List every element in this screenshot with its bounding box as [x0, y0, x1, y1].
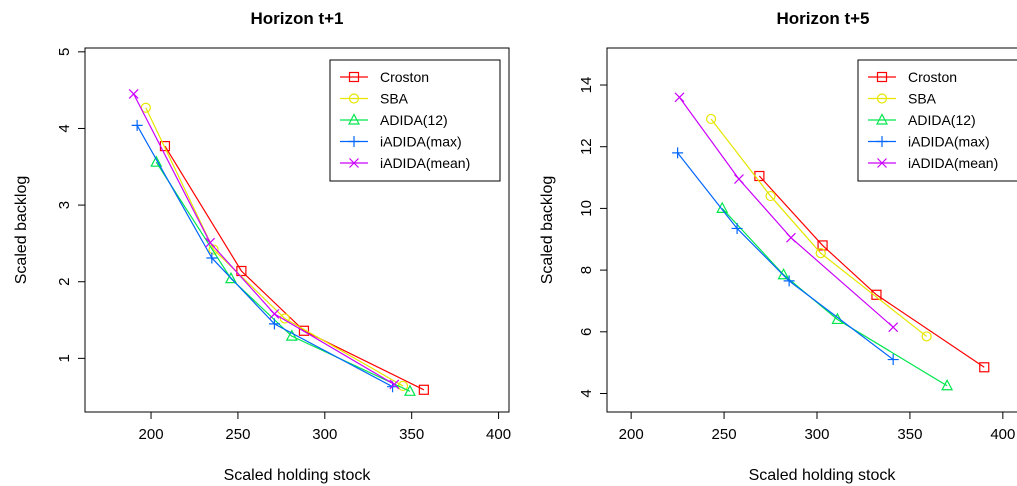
legend: Croston SBA ADIDA(12) iADIDA(max) iADIDA(mea…: [330, 60, 500, 181]
chart-panel-horizon-t1: Horizon t+1 200 250 300 350 400 1 2 3 4 5 Scaled ho…: [13, 9, 511, 484]
y-tick-label: 4: [578, 389, 595, 397]
x-tick-label: 200: [139, 426, 164, 443]
legend: Croston SBA ADIDA(12) iADIDA(max) iADIDA(mea…: [858, 60, 1017, 181]
y-tick-label: 6: [578, 328, 595, 336]
y-tick-label: 5: [56, 48, 73, 56]
data-point: [786, 233, 795, 242]
series-line: [678, 153, 894, 360]
data-point: [132, 120, 143, 131]
legend-label: iADIDA(max): [380, 134, 462, 150]
x-tick-label: 200: [619, 426, 644, 443]
x-tick-label: 350: [399, 426, 424, 443]
chart-panel-horizon-t5: Horizon t+5 200 250 300 350 400 4 6 8 10 12 14 Scale…: [539, 9, 1017, 484]
y-tick-label: 10: [578, 200, 595, 217]
x-tick-label: 400: [990, 426, 1015, 443]
legend-label: iADIDA(mean): [908, 155, 998, 171]
series-adida-12-: [717, 203, 952, 390]
series-adida-12-: [151, 157, 415, 396]
y-axis-label: Scaled backlog: [13, 176, 30, 285]
data-point: [734, 175, 743, 184]
x-tick-label: 300: [804, 426, 829, 443]
data-point: [270, 309, 279, 318]
legend-label: iADIDA(max): [908, 134, 990, 150]
y-axis-label: Scaled backlog: [539, 176, 556, 285]
legend-label: SBA: [380, 91, 409, 107]
data-point: [405, 386, 415, 396]
x-tick-label: 350: [897, 426, 922, 443]
y-tick-label: 8: [578, 266, 595, 274]
data-point: [675, 93, 684, 102]
series-line: [165, 146, 424, 390]
series-line: [156, 162, 410, 391]
data-point: [672, 147, 683, 158]
series-croston: [755, 172, 989, 372]
y-tick-label: 1: [56, 354, 73, 362]
x-axis-label: Scaled holding stock: [224, 467, 372, 484]
legend-label: SBA: [908, 91, 937, 107]
series-line: [722, 208, 947, 385]
data-point: [942, 380, 952, 390]
data-point: [129, 89, 138, 98]
data-point: [889, 323, 898, 332]
legend-label: ADIDA(12): [908, 112, 976, 128]
legend-label: iADIDA(mean): [380, 155, 470, 171]
x-tick-label: 300: [312, 426, 337, 443]
x-axis-label: Scaled holding stock: [749, 467, 897, 484]
chart-title: Horizon t+1: [250, 9, 343, 28]
chart-title: Horizon t+5: [776, 9, 869, 28]
series-line: [759, 176, 984, 367]
y-tick-label: 2: [56, 278, 73, 286]
x-tick-label: 250: [225, 426, 250, 443]
x-tick-label: 400: [486, 426, 511, 443]
y-tick-label: 12: [578, 138, 595, 155]
x-tick-label: 250: [712, 426, 737, 443]
legend-label: Croston: [380, 69, 429, 85]
legend-label: ADIDA(12): [380, 112, 448, 128]
y-tick-label: 3: [56, 201, 73, 209]
legend-label: Croston: [908, 69, 957, 85]
y-tick-label: 14: [578, 77, 595, 94]
y-tick-label: 4: [56, 124, 73, 132]
